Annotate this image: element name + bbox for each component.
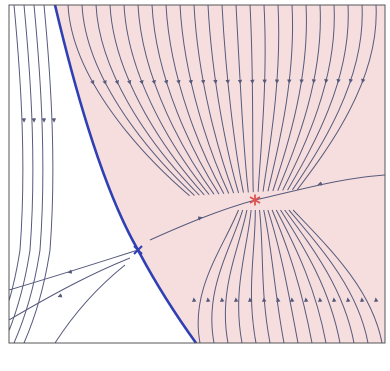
streamline (9, 257, 131, 321)
flow-arrow (102, 79, 107, 85)
streamline (271, 209, 313, 343)
streamline (54, 264, 126, 343)
streamline (9, 5, 34, 333)
flow-arrow (361, 78, 366, 84)
streamline (151, 5, 220, 195)
streamline (165, 5, 225, 195)
streamline (292, 209, 383, 343)
streamline (287, 5, 349, 191)
streamline (224, 209, 248, 343)
streamline (263, 209, 285, 343)
flow-arrow (317, 181, 323, 186)
streamline (193, 5, 235, 194)
streamline (282, 5, 335, 191)
streamline (277, 5, 321, 191)
flow-arrow (163, 79, 169, 85)
streamline (95, 5, 200, 196)
streamline (272, 5, 307, 192)
saddle-point-marker (133, 245, 143, 255)
streamline (292, 5, 363, 191)
stable-equilibrium-marker (249, 194, 261, 206)
plot-frame (8, 4, 386, 344)
streamline (259, 209, 271, 343)
streamline (280, 209, 341, 343)
streamlines (9, 5, 385, 343)
streamline (275, 209, 327, 343)
flow-arrow (348, 78, 354, 84)
streamline (149, 199, 256, 241)
streamline (13, 5, 44, 343)
streamline (267, 5, 294, 192)
streamline (257, 5, 266, 192)
flow-arrow (57, 293, 63, 298)
streamline (262, 5, 280, 192)
streamline (296, 5, 377, 190)
streamline (267, 209, 299, 343)
streamline (221, 5, 244, 193)
streamline (288, 209, 369, 343)
streamline (211, 209, 244, 343)
streamline (249, 5, 254, 193)
streamline (238, 209, 252, 343)
flow-arrow (90, 80, 95, 85)
streamline (123, 5, 210, 195)
streamline (179, 5, 230, 194)
flow-arrow (139, 79, 144, 85)
flow-arrow (151, 79, 156, 85)
streamline (23, 5, 54, 343)
streamline (207, 5, 240, 194)
streamline (81, 5, 195, 196)
streamline (9, 249, 139, 291)
streamline (67, 5, 190, 197)
streamline (137, 5, 215, 195)
streamline (9, 5, 24, 303)
separatrix-curve (53, 4, 198, 344)
flow-arrow (127, 79, 132, 85)
flow-arrow (197, 216, 203, 221)
streamline (284, 209, 355, 343)
streamline (250, 209, 257, 343)
streamline (235, 5, 249, 193)
streamline (197, 209, 239, 343)
flow-arrow (67, 269, 73, 274)
flow-arrow (176, 79, 181, 85)
flow-arrow (114, 79, 119, 85)
streamline (109, 5, 205, 196)
